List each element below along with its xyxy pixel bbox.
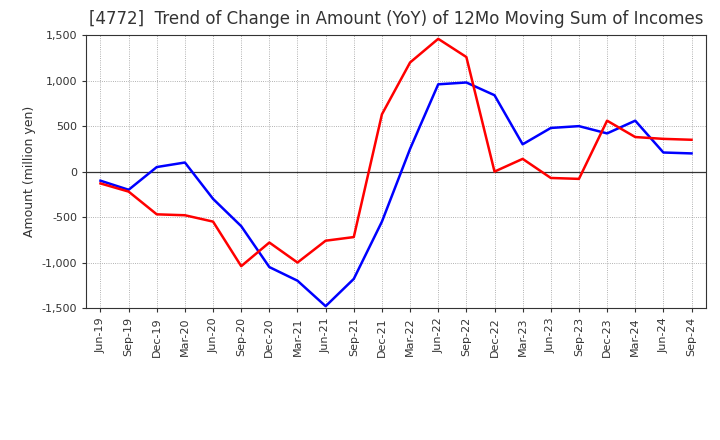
Net Income: [209, 219, 217, 224]
Net Income: [96, 181, 105, 186]
Net Income: [462, 55, 471, 60]
Ordinary Income: [546, 125, 555, 131]
Legend: Ordinary Income, Net Income: Ordinary Income, Net Income: [233, 434, 559, 440]
Net Income: [434, 36, 443, 41]
Ordinary Income: [181, 160, 189, 165]
Net Income: [603, 118, 611, 123]
Ordinary Income: [237, 224, 246, 229]
Ordinary Income: [406, 146, 415, 151]
Net Income: [321, 238, 330, 243]
Title: [4772]  Trend of Change in Amount (YoY) of 12Mo Moving Sum of Incomes: [4772] Trend of Change in Amount (YoY) o…: [89, 10, 703, 28]
Net Income: [575, 176, 583, 182]
Net Income: [349, 235, 358, 240]
Ordinary Income: [659, 150, 667, 155]
Net Income: [406, 60, 415, 65]
Ordinary Income: [293, 278, 302, 283]
Net Income: [490, 169, 499, 174]
Net Income: [181, 213, 189, 218]
Net Income: [153, 212, 161, 217]
Net Income: [546, 175, 555, 180]
Ordinary Income: [603, 131, 611, 136]
Ordinary Income: [490, 92, 499, 98]
Net Income: [659, 136, 667, 142]
Net Income: [518, 156, 527, 161]
Ordinary Income: [631, 118, 639, 123]
Net Income: [265, 240, 274, 245]
Y-axis label: Amount (million yen): Amount (million yen): [23, 106, 36, 237]
Ordinary Income: [518, 142, 527, 147]
Ordinary Income: [96, 178, 105, 183]
Line: Net Income: Net Income: [101, 39, 691, 266]
Ordinary Income: [265, 264, 274, 270]
Net Income: [125, 189, 133, 194]
Line: Ordinary Income: Ordinary Income: [101, 82, 691, 306]
Ordinary Income: [687, 151, 696, 156]
Ordinary Income: [321, 304, 330, 309]
Ordinary Income: [434, 82, 443, 87]
Ordinary Income: [575, 124, 583, 129]
Ordinary Income: [153, 165, 161, 170]
Ordinary Income: [377, 219, 386, 224]
Ordinary Income: [349, 276, 358, 282]
Net Income: [377, 112, 386, 117]
Net Income: [687, 137, 696, 143]
Net Income: [237, 264, 246, 269]
Ordinary Income: [462, 80, 471, 85]
Net Income: [631, 134, 639, 139]
Net Income: [293, 260, 302, 265]
Ordinary Income: [209, 196, 217, 202]
Ordinary Income: [125, 187, 133, 192]
